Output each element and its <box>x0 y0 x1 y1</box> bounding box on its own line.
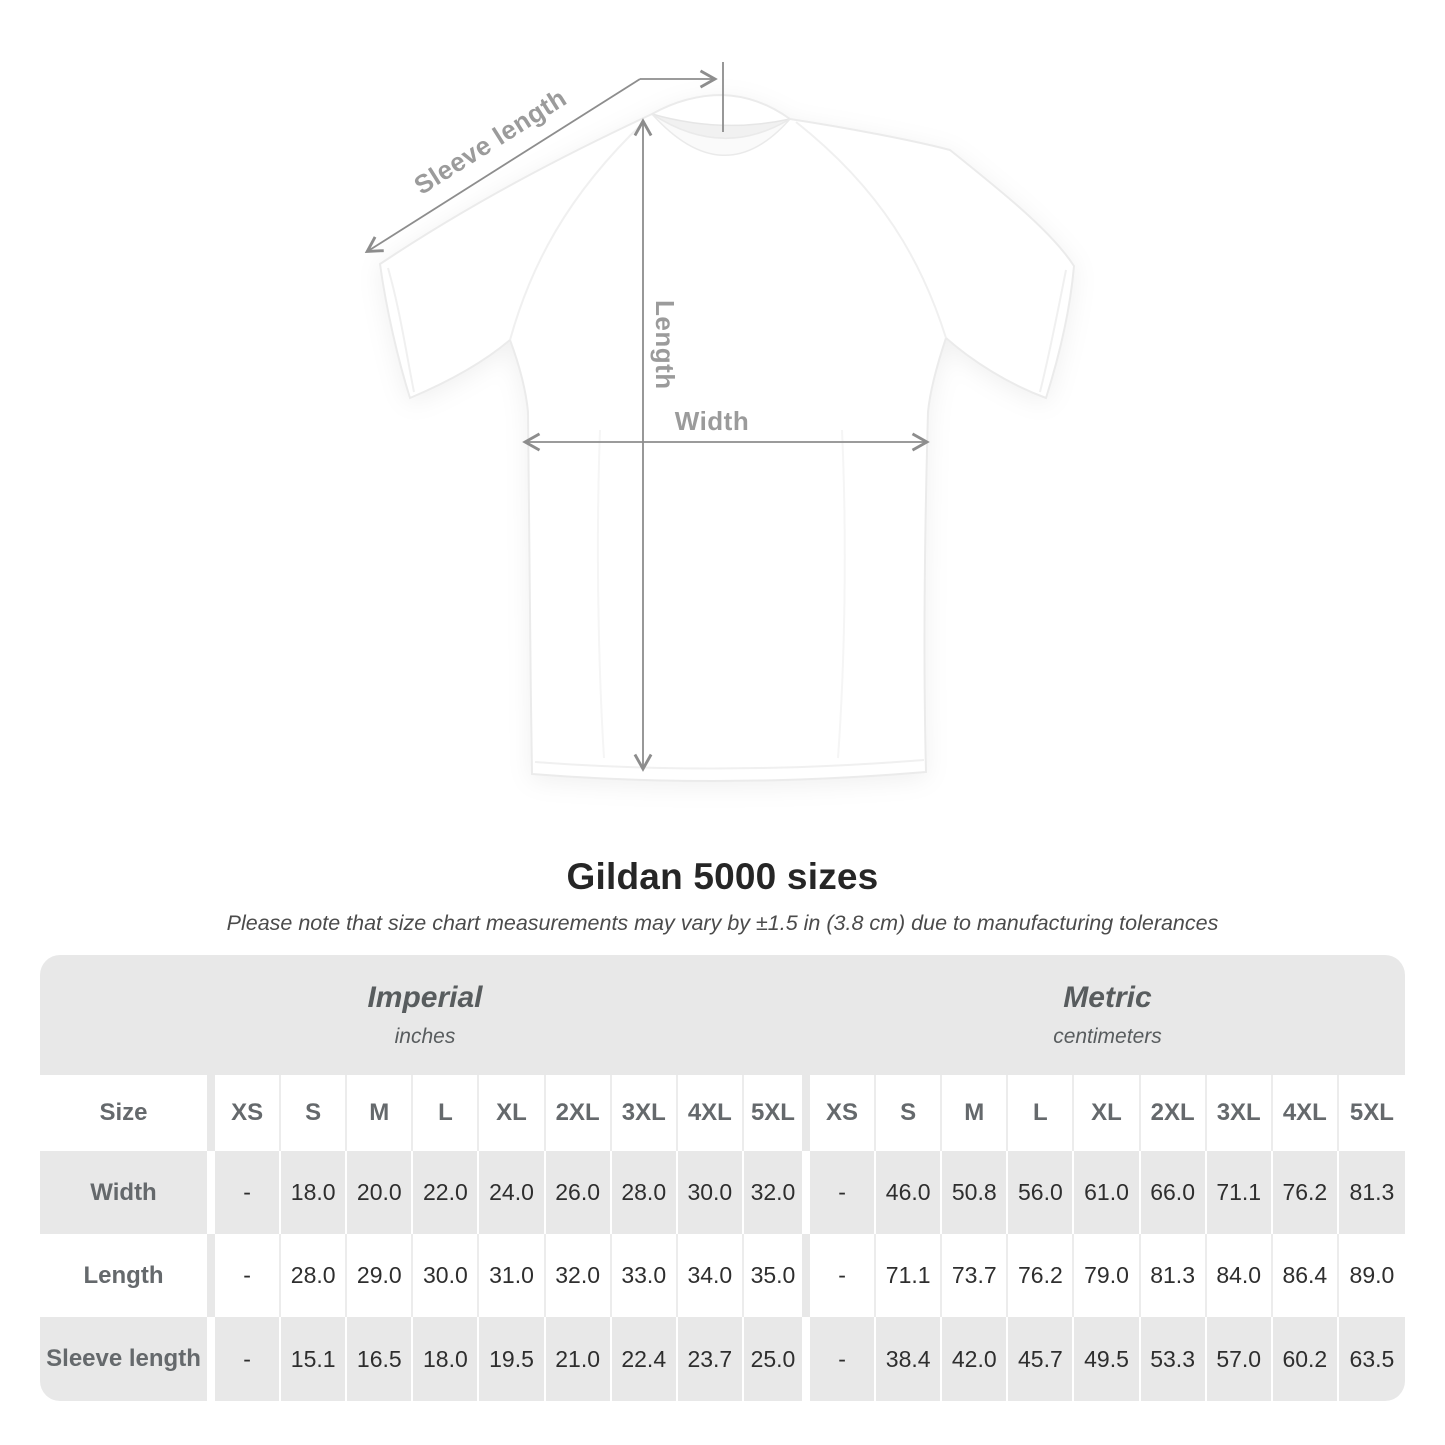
cell-width-imperial-3xl: 28.0 <box>611 1151 678 1234</box>
cell-width-imperial-l: 22.0 <box>413 1151 480 1234</box>
tshirt-measurement-diagram: Sleeve length Length Width <box>364 62 1076 783</box>
col-header-imperial-4xl: 4XL <box>677 1075 744 1151</box>
cell-length-imperial-4xl: 34.0 <box>677 1234 744 1317</box>
cell-sleeve-length-imperial-2xl: 21.0 <box>545 1317 612 1401</box>
cell-length-imperial-xs: - <box>215 1234 282 1317</box>
imperial-unit-label: inches <box>394 1025 456 1048</box>
cell-width-metric-5xl: 81.3 <box>1338 1151 1405 1234</box>
cell-length-metric-4xl: 86.4 <box>1272 1234 1339 1317</box>
col-header-metric-l: L <box>1008 1075 1075 1151</box>
col-header-metric-4xl: 4XL <box>1272 1075 1339 1151</box>
sleeve-length-arrow <box>364 62 724 254</box>
row-label-sleeve-length: Sleeve length <box>40 1317 216 1401</box>
col-header-metric-m: M <box>942 1075 1009 1151</box>
cell-width-imperial-s: 18.0 <box>281 1151 348 1234</box>
cell-sleeve-length-imperial-xs: - <box>215 1317 282 1401</box>
cell-sleeve-length-imperial-3xl: 22.4 <box>611 1317 678 1401</box>
length-label: Length <box>650 300 680 390</box>
cell-sleeve-length-metric-xs: - <box>810 1317 877 1401</box>
cell-sleeve-length-imperial-4xl: 23.7 <box>677 1317 744 1401</box>
cell-sleeve-length-imperial-5xl: 25.0 <box>743 1317 810 1401</box>
width-label: Width <box>675 406 749 436</box>
size-chart: Imperial inches Metric centimeters Size … <box>40 955 1405 1401</box>
imperial-section-header: Imperial inches <box>40 955 810 1075</box>
tshirt-illustration <box>378 93 1076 783</box>
row-width: Width -18.0 20.0 22.0 24.0 26.0 28.0 30.0 32.0-4… <box>40 1151 1405 1234</box>
cell-length-imperial-l: 30.0 <box>413 1234 480 1317</box>
cell-length-metric-m: 73.7 <box>942 1234 1009 1317</box>
size-header-row: Size XS S M L XL 2XL 3XL 4XL 5XL XS S M L XL 2XL 3XL 4XL… <box>40 1075 1405 1151</box>
cell-sleeve-length-imperial-l: 18.0 <box>413 1317 480 1401</box>
cell-sleeve-length-metric-5xl: 63.5 <box>1338 1317 1405 1401</box>
size-column-header: Size <box>40 1075 216 1151</box>
col-header-imperial-3xl: 3XL <box>611 1075 678 1151</box>
cell-width-metric-xs: - <box>810 1151 877 1234</box>
col-header-imperial-5xl: 5XL <box>743 1075 810 1151</box>
cell-length-metric-xl: 79.0 <box>1074 1234 1141 1317</box>
cell-width-imperial-m: 20.0 <box>347 1151 414 1234</box>
cell-length-metric-3xl: 84.0 <box>1206 1234 1273 1317</box>
cell-length-imperial-xl: 31.0 <box>479 1234 546 1317</box>
cell-sleeve-length-metric-2xl: 53.3 <box>1140 1317 1207 1401</box>
cell-sleeve-length-metric-4xl: 60.2 <box>1272 1317 1339 1401</box>
cell-width-imperial-2xl: 26.0 <box>545 1151 612 1234</box>
row-sleeve-length: Sleeve length -15.1 16.5 18.0 19.5 21.0 22.4 23… <box>40 1317 1405 1401</box>
metric-unit-label: centimeters <box>1053 1025 1162 1048</box>
col-header-imperial-xs: XS <box>215 1075 282 1151</box>
cell-sleeve-length-metric-m: 42.0 <box>942 1317 1009 1401</box>
col-header-imperial-2xl: 2XL <box>545 1075 612 1151</box>
cell-width-metric-3xl: 71.1 <box>1206 1151 1273 1234</box>
cell-length-metric-l: 76.2 <box>1008 1234 1075 1317</box>
cell-length-imperial-5xl: 35.0 <box>743 1234 810 1317</box>
imperial-label: Imperial <box>367 981 483 1014</box>
cell-sleeve-length-metric-xl: 49.5 <box>1074 1317 1141 1401</box>
row-length: Length -28.0 29.0 30.0 31.0 32.0 33.0 34.0 35.0-… <box>40 1234 1405 1317</box>
page-title: Gildan 5000 sizes <box>566 856 879 897</box>
col-header-imperial-l: L <box>413 1075 480 1151</box>
title-block: Gildan 5000 sizes Please note that size … <box>0 856 1445 936</box>
metric-label: Metric <box>1063 981 1152 1014</box>
metric-section-header: Metric centimeters <box>810 955 1405 1075</box>
cell-width-metric-xl: 61.0 <box>1074 1151 1141 1234</box>
cell-width-metric-l: 56.0 <box>1008 1151 1075 1234</box>
cell-length-imperial-2xl: 32.0 <box>545 1234 612 1317</box>
cell-width-metric-m: 50.8 <box>942 1151 1009 1234</box>
tolerance-note: Please note that size chart measurements… <box>226 911 1219 935</box>
cell-length-metric-s: 71.1 <box>876 1234 943 1317</box>
cell-length-imperial-m: 29.0 <box>347 1234 414 1317</box>
col-header-metric-2xl: 2XL <box>1140 1075 1207 1151</box>
cell-sleeve-length-metric-3xl: 57.0 <box>1206 1317 1273 1401</box>
col-header-metric-5xl: 5XL <box>1338 1075 1405 1151</box>
cell-sleeve-length-metric-s: 38.4 <box>876 1317 943 1401</box>
col-header-imperial-m: M <box>347 1075 414 1151</box>
units-band: Imperial inches Metric centimeters <box>40 955 1405 1075</box>
col-header-metric-s: S <box>876 1075 943 1151</box>
cell-length-imperial-3xl: 33.0 <box>611 1234 678 1317</box>
cell-width-imperial-xl: 24.0 <box>479 1151 546 1234</box>
cell-width-imperial-xs: - <box>215 1151 282 1234</box>
cell-length-metric-xs: - <box>810 1234 877 1317</box>
row-label-width: Width <box>40 1151 216 1234</box>
col-header-metric-xs: XS <box>810 1075 877 1151</box>
cell-sleeve-length-metric-l: 45.7 <box>1008 1317 1075 1401</box>
size-chart-table: Size XS S M L XL 2XL 3XL 4XL 5XL XS S M L XL 2XL 3XL 4XL… <box>40 1075 1405 1401</box>
row-label-length: Length <box>40 1234 216 1317</box>
col-header-imperial-xl: XL <box>479 1075 546 1151</box>
cell-width-imperial-4xl: 30.0 <box>677 1151 744 1234</box>
col-header-metric-3xl: 3XL <box>1206 1075 1273 1151</box>
cell-width-metric-2xl: 66.0 <box>1140 1151 1207 1234</box>
cell-length-metric-5xl: 89.0 <box>1338 1234 1405 1317</box>
cell-sleeve-length-imperial-s: 15.1 <box>281 1317 348 1401</box>
cell-length-metric-2xl: 81.3 <box>1140 1234 1207 1317</box>
cell-sleeve-length-imperial-m: 16.5 <box>347 1317 414 1401</box>
cell-sleeve-length-imperial-xl: 19.5 <box>479 1317 546 1401</box>
cell-width-imperial-5xl: 32.0 <box>743 1151 810 1234</box>
col-header-metric-xl: XL <box>1074 1075 1141 1151</box>
cell-width-metric-4xl: 76.2 <box>1272 1151 1339 1234</box>
col-header-imperial-s: S <box>281 1075 348 1151</box>
cell-width-metric-s: 46.0 <box>876 1151 943 1234</box>
cell-length-imperial-s: 28.0 <box>281 1234 348 1317</box>
